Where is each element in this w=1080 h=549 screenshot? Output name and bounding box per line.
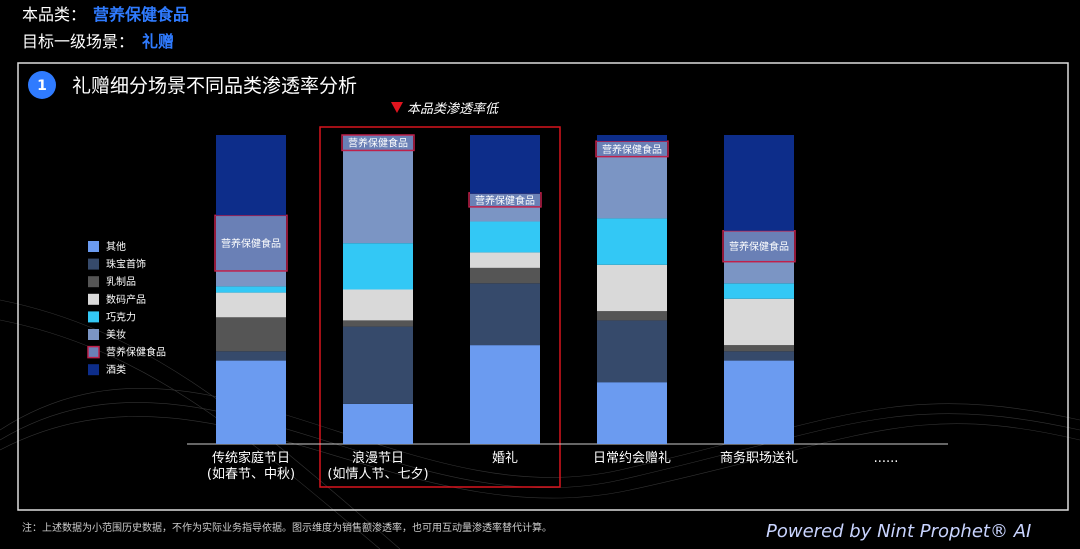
legend-swatch	[88, 364, 99, 376]
bar-segment	[597, 311, 667, 321]
powered-by: Powered by Nint Prophet® AI	[766, 521, 1031, 542]
bar-segment	[470, 267, 540, 284]
legend-label: 乳制品	[106, 275, 136, 288]
x-tick-label: 日常约会赠礼	[592, 451, 671, 466]
bar-segment	[470, 221, 540, 253]
bar-segment	[343, 150, 413, 244]
legend-label: 酒类	[106, 363, 126, 376]
decoration	[0, 299, 1080, 549]
bar-segment	[597, 141, 667, 157]
bar-segment	[470, 345, 540, 444]
bar-segment	[216, 215, 286, 271]
bar-segment	[724, 135, 794, 231]
bar-segment	[724, 351, 794, 361]
bar-segment	[470, 206, 540, 222]
bar-segment	[597, 156, 667, 219]
segment-label: 营养保健食品	[729, 240, 789, 253]
segment-label: 营养保健食品	[475, 194, 535, 207]
panel-border	[17, 62, 1069, 511]
footnote: 注：上述数据为小范围历史数据，不作为实际业务指导依据。图示维度为销售额渗透率，也…	[22, 521, 552, 534]
x-tick-label: 婚礼	[491, 451, 518, 466]
bar-segment	[216, 270, 286, 287]
legend-swatch	[88, 329, 99, 340]
highlight-box	[319, 126, 561, 488]
legend-swatch	[88, 276, 99, 288]
bar-segment	[343, 403, 413, 444]
legend-label: 珠宝首饰	[106, 258, 146, 271]
bar-segment	[724, 261, 794, 284]
bar-segment	[343, 135, 413, 151]
annotation: 本品类渗透率低	[407, 101, 500, 117]
section-title: 礼赠细分场景不同品类渗透率分析	[72, 75, 357, 97]
header-value: 礼赠	[142, 32, 174, 51]
legend-swatch	[88, 258, 99, 270]
legend-label: 巧克力	[106, 310, 136, 323]
legend-swatch	[88, 293, 99, 305]
header-label: 本品类：	[22, 5, 86, 24]
legend-label: 数码产品	[106, 293, 146, 306]
bar-segment	[216, 135, 286, 216]
bar-segment	[470, 193, 540, 207]
annotation-marker	[391, 102, 403, 113]
x-tick-label: ......	[873, 451, 899, 466]
legend-swatch	[87, 345, 100, 359]
bar-segment	[470, 283, 540, 346]
bar-segment	[216, 351, 286, 361]
bar-segment	[724, 230, 794, 262]
section-number: 1	[37, 78, 47, 94]
legend-swatch	[88, 311, 99, 323]
bar-segment	[216, 286, 286, 293]
bar-segment	[343, 320, 413, 327]
bar-segment	[597, 218, 667, 265]
segment-label: 营养保健食品	[221, 237, 281, 250]
bar-segment	[216, 360, 286, 444]
legend-swatch	[88, 241, 99, 252]
bar-segment	[343, 326, 413, 404]
bar-segment	[724, 360, 794, 444]
x-tick-label: 传统家庭节日 (如春节、中秋)	[206, 451, 296, 482]
bar-segment	[216, 292, 286, 318]
x-tick-label: 商务职场送礼	[719, 451, 798, 466]
highlight-frame	[341, 134, 415, 152]
bar-segment	[470, 252, 540, 268]
bar-segment	[597, 382, 667, 444]
bar-segment	[597, 135, 667, 142]
bar-segment	[343, 289, 413, 321]
legend-label: 其他	[106, 240, 126, 253]
bar-segment	[724, 298, 794, 346]
header-value: 营养保健食品	[93, 5, 189, 24]
section-badge	[28, 71, 56, 99]
bar-segment	[470, 135, 540, 194]
bar-segment	[724, 283, 794, 299]
bar-segment	[216, 317, 286, 352]
legend-label: 营养保健食品	[106, 346, 166, 359]
bar-segment	[597, 264, 667, 312]
bar-segment	[724, 345, 794, 352]
header-label: 目标一级场景：	[22, 32, 134, 51]
x-tick-label: 浪漫节日 (如情人节、七夕)	[327, 451, 429, 482]
segment-label: 营养保健食品	[348, 137, 408, 150]
segment-label: 营养保健食品	[602, 143, 662, 156]
bar-segment	[597, 320, 667, 383]
bar-segment	[343, 243, 413, 290]
legend-label: 美妆	[106, 328, 126, 341]
